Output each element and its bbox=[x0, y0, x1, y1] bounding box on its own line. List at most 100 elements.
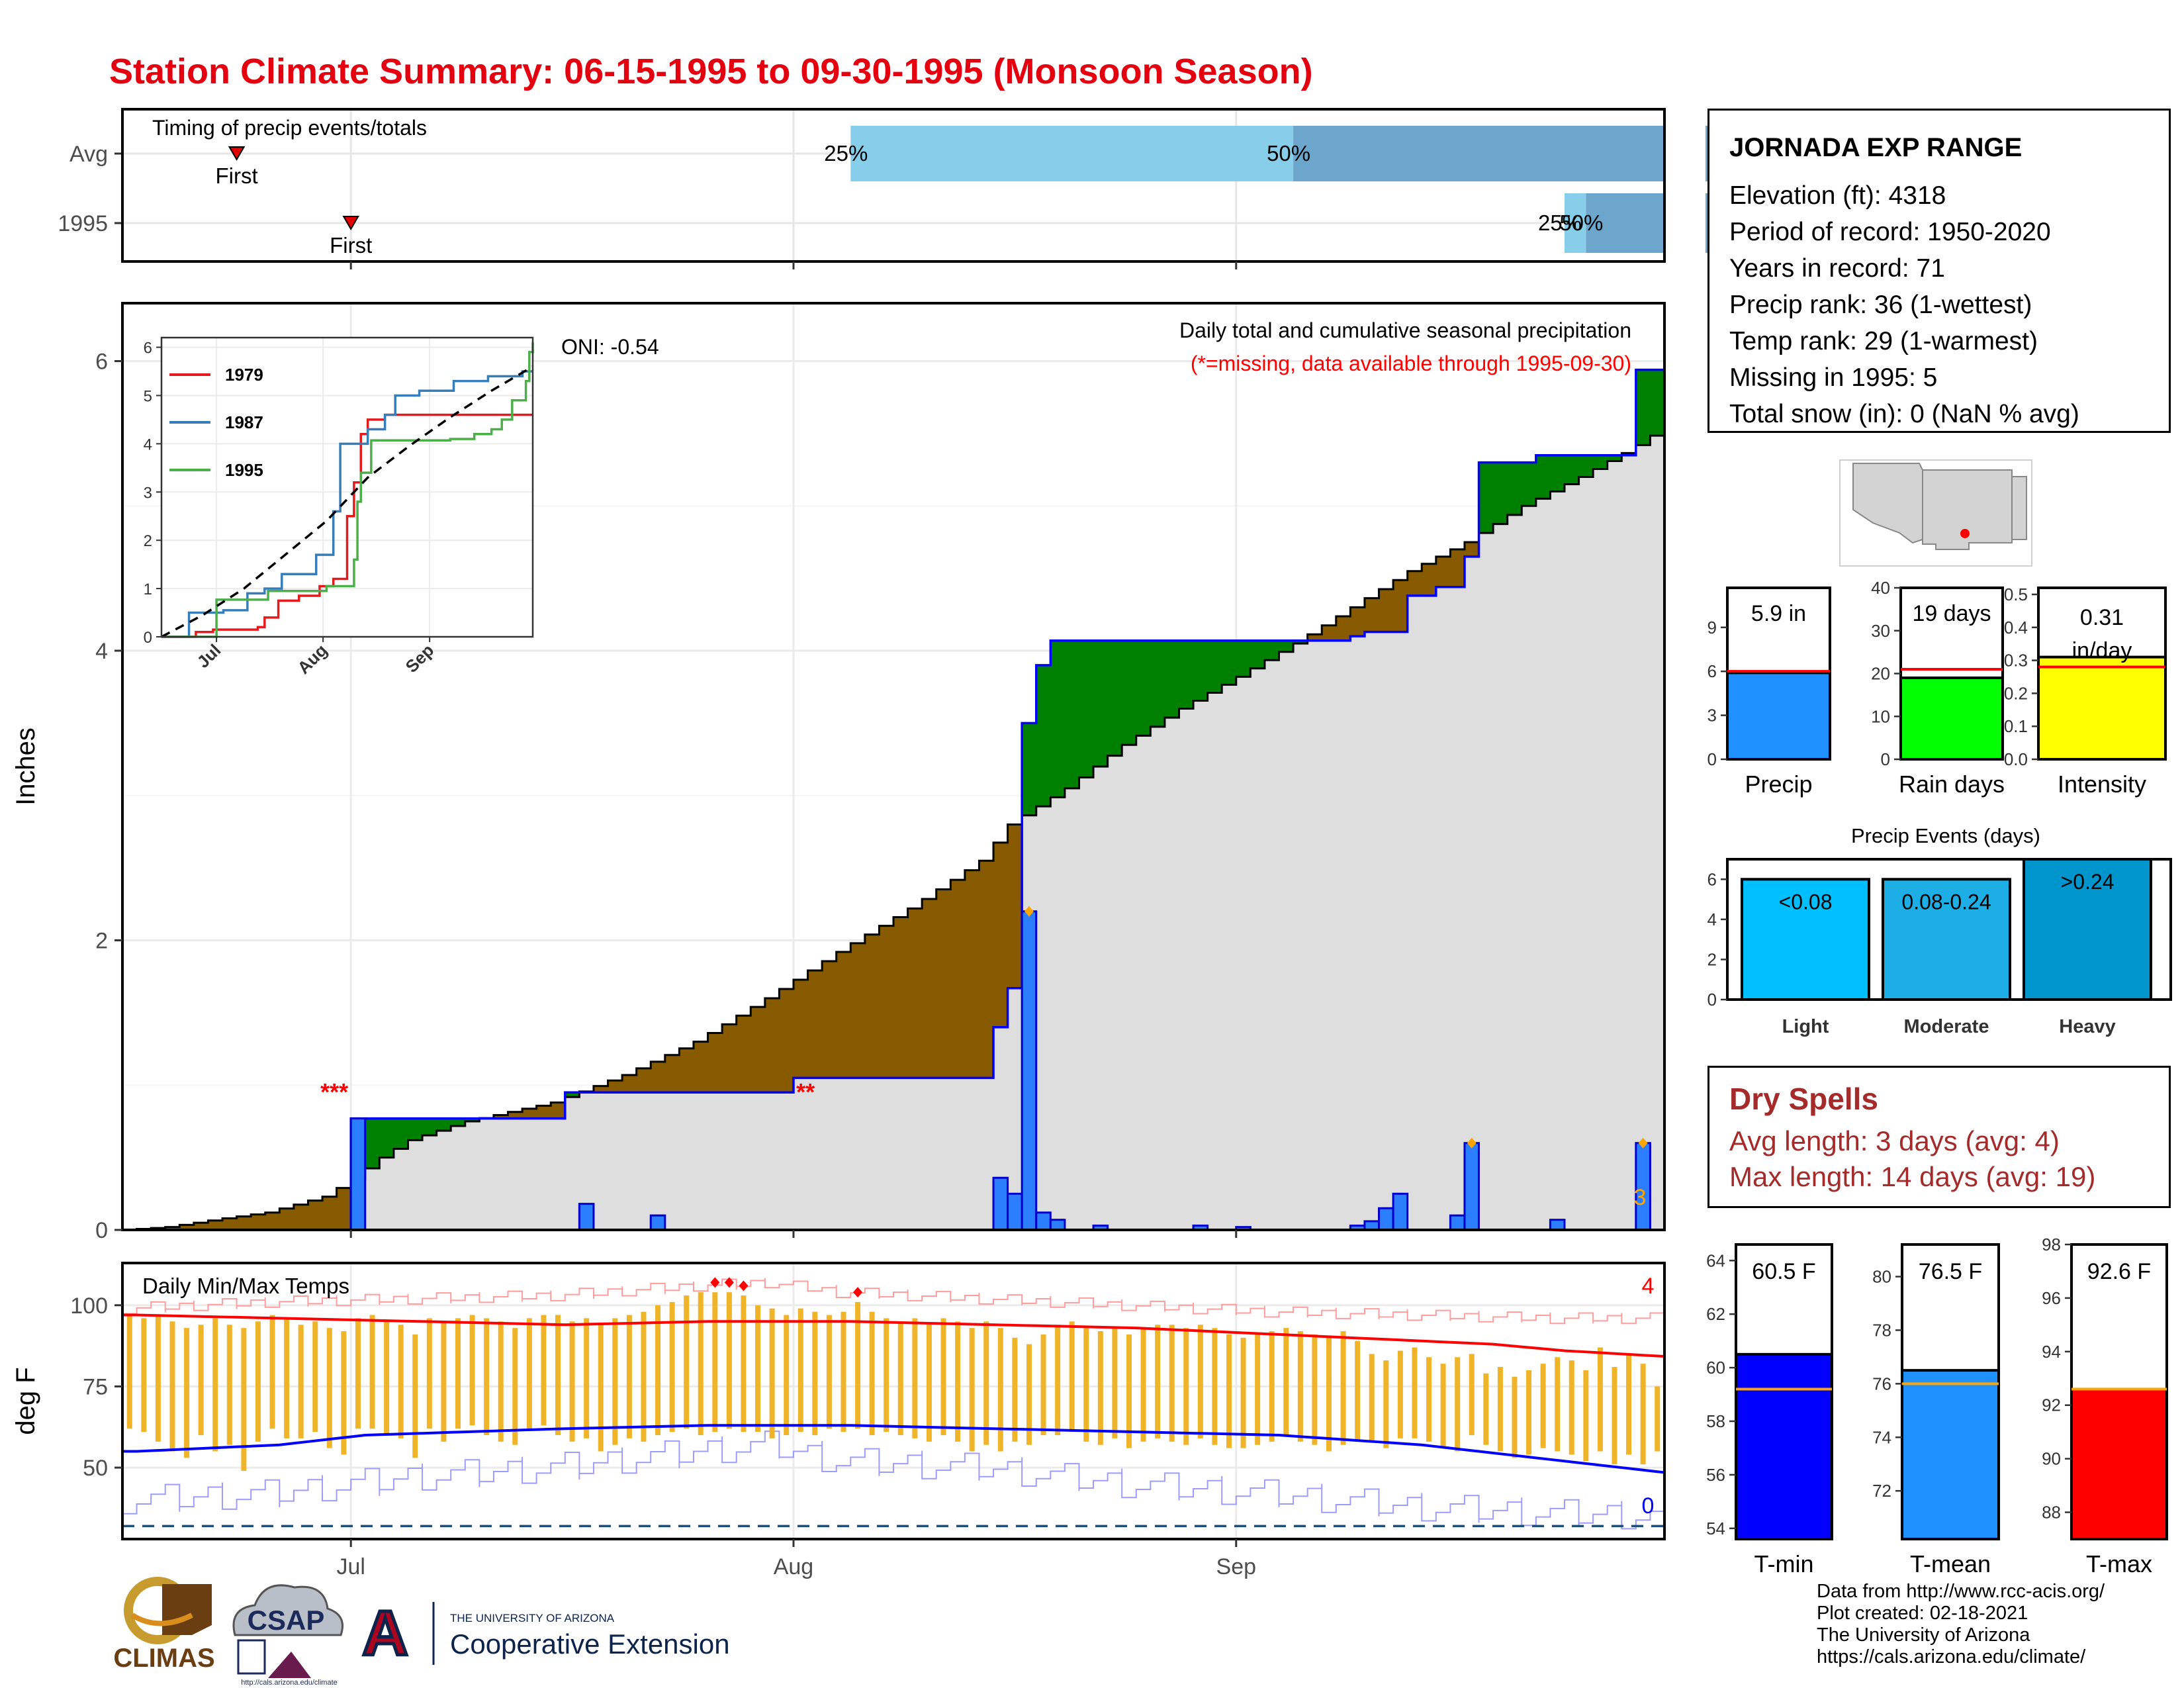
summary-y-tick-label: 98 bbox=[2042, 1235, 2061, 1254]
summary-panel-t-max: 88 90 92 94 96 98 92.6 F T-max bbox=[2042, 1235, 2168, 1577]
credits-block: Data from http://www.rcc-acis.org/ Plot … bbox=[1817, 1581, 2105, 1668]
current-year-area bbox=[122, 369, 1664, 1230]
above-average-surplus bbox=[1164, 640, 1179, 718]
summary-y-tick-label: 60 bbox=[1706, 1358, 1725, 1378]
map-region-texas bbox=[2011, 476, 2027, 540]
summary-y-tick-label: 94 bbox=[2042, 1342, 2061, 1362]
record-temp-marker bbox=[710, 1277, 720, 1288]
below-average-deficit bbox=[1464, 541, 1480, 557]
first-event-label: First bbox=[330, 233, 372, 258]
dry-spells-box: Dry Spells Avg length: 3 days (avg: 4) M… bbox=[1707, 1066, 2171, 1208]
below-average-deficit bbox=[336, 1188, 351, 1230]
below-average-deficit bbox=[807, 970, 823, 1078]
below-average-deficit bbox=[193, 1223, 208, 1230]
missing-data-marker: *** bbox=[320, 1078, 348, 1105]
below-average-deficit bbox=[522, 1108, 537, 1119]
below-average-deficit bbox=[208, 1220, 223, 1230]
daily-precip-bar bbox=[1049, 1219, 1066, 1231]
record-temp-marker bbox=[853, 1287, 863, 1298]
below-average-deficit bbox=[751, 1007, 766, 1093]
above-average-surplus bbox=[422, 1118, 437, 1136]
events-y-tick-label: 0 bbox=[1707, 990, 1717, 1009]
above-average-surplus bbox=[1050, 640, 1066, 798]
events-category-label: Heavy bbox=[2059, 1016, 2115, 1037]
daily-precip-bar bbox=[1007, 1192, 1023, 1231]
station-precip-rank: Precip rank: 36 (1-wettest) bbox=[1729, 291, 2032, 319]
summary-panel-precip: 0 3 6 9 5.9 in Precip bbox=[1707, 586, 1831, 798]
precip-y-axis-label: Inches bbox=[11, 727, 40, 806]
temp-y-tick-label: 100 bbox=[70, 1293, 108, 1319]
station-years: Years in record: 71 bbox=[1729, 254, 1945, 283]
below-average-deficit bbox=[265, 1212, 280, 1230]
daily-precip-bar bbox=[1392, 1192, 1409, 1231]
station-snow: Total snow (in): 0 (NaN % avg) bbox=[1729, 400, 2079, 428]
extreme-count-label: 3 bbox=[1634, 1185, 1647, 1210]
extreme-precip-marker bbox=[1467, 1137, 1477, 1149]
timing-row-label: 1995 bbox=[58, 211, 108, 236]
below-average-deficit bbox=[822, 961, 837, 1078]
ua-logo-small-text: THE UNIVERSITY OF ARIZONA bbox=[450, 1612, 615, 1624]
events-bar-label: 0.08-0.24 bbox=[1901, 890, 1991, 914]
below-average-deficit bbox=[707, 1033, 723, 1093]
inset-legend-label: 1979 bbox=[225, 365, 263, 385]
below-average-deficit bbox=[508, 1111, 523, 1119]
inset-y-tick-label: 6 bbox=[144, 340, 152, 357]
above-average-surplus bbox=[365, 1118, 380, 1169]
inset-average-line bbox=[161, 365, 533, 638]
above-average-surplus bbox=[379, 1118, 394, 1158]
above-average-surplus bbox=[1279, 640, 1294, 652]
cold-days-count: 0 bbox=[1642, 1493, 1655, 1519]
temp-y-tick-label: 75 bbox=[83, 1374, 108, 1399]
precip-events-panel: Precip Events (days) <0.08 Light 0.08-0.24 M… bbox=[1707, 824, 2172, 1037]
below-average-deficit bbox=[1307, 634, 1322, 641]
climas-logo-text: CLIMAS bbox=[113, 1644, 214, 1673]
below-average-deficit bbox=[1435, 556, 1451, 587]
summary-y-tick-label: 96 bbox=[2042, 1288, 2061, 1308]
events-bar bbox=[1741, 878, 1870, 1002]
summary-y-tick-label: 0.1 bbox=[2004, 716, 2028, 736]
dry-spells-max: Max length: 14 days (avg: 19) bbox=[1729, 1161, 2096, 1192]
summary-y-tick-label: 56 bbox=[1706, 1465, 1725, 1485]
daily-precip-bar bbox=[349, 1117, 367, 1231]
csap-logo-mountain bbox=[268, 1652, 311, 1678]
temp-x-tick-label: Sep bbox=[1216, 1554, 1257, 1579]
q50-label: 50% bbox=[1267, 141, 1310, 165]
summary-panel-intensity: 0.0 0.1 0.2 0.3 0.4 0.5 0.31 in/day Intensity bbox=[2004, 585, 2167, 798]
above-average-surplus bbox=[451, 1118, 466, 1126]
oni-label: ONI: -0.54 bbox=[561, 335, 659, 359]
csap-logo-gauge bbox=[237, 1639, 266, 1675]
summary-category-label: T-max bbox=[2086, 1550, 2152, 1577]
summary-y-tick-label: 0.4 bbox=[2004, 618, 2028, 637]
current-year-cumulative-line bbox=[122, 368, 1664, 1231]
below-average-deficit bbox=[922, 898, 937, 1078]
above-average-surplus bbox=[1578, 455, 1594, 477]
below-average-deficit bbox=[850, 943, 866, 1078]
record-temp-marker bbox=[739, 1280, 749, 1291]
ua-logo-big-text: Cooperative Extension bbox=[450, 1628, 730, 1660]
inset-series-1995 bbox=[161, 342, 534, 638]
events-title: Precip Events (days) bbox=[1851, 824, 2040, 847]
precip-y-tick-label: 4 bbox=[95, 639, 108, 664]
below-average-deficit bbox=[1393, 580, 1408, 632]
below-average-deficit bbox=[879, 925, 894, 1078]
timing-clip-mask bbox=[1666, 106, 1706, 271]
below-average-deficit bbox=[279, 1208, 295, 1230]
above-average-surplus bbox=[1250, 640, 1265, 669]
summary-y-tick-label: 72 bbox=[1872, 1481, 1891, 1501]
inset-y-tick-label: 0 bbox=[144, 629, 152, 647]
temp-x-tick-label: Jul bbox=[336, 1554, 365, 1579]
below-average-deficit bbox=[651, 1061, 666, 1093]
above-average-surplus bbox=[1136, 640, 1151, 736]
above-average-surplus bbox=[1107, 640, 1122, 756]
below-average-deficit bbox=[236, 1216, 251, 1230]
summary-y-tick-label: 0 bbox=[1881, 749, 1890, 769]
daily-precip-bar bbox=[1378, 1207, 1394, 1231]
below-average-deficit bbox=[179, 1225, 195, 1230]
iqr-lower-box bbox=[1564, 193, 1586, 253]
first-event-marker bbox=[342, 216, 359, 230]
first-event-label: First bbox=[216, 164, 258, 188]
events-y-tick-label: 6 bbox=[1707, 869, 1717, 889]
summary-value-label: 92.6 F bbox=[2087, 1259, 2151, 1284]
below-average-deficit bbox=[493, 1115, 508, 1119]
credit-created: Plot created: 02-18-2021 bbox=[1817, 1603, 2028, 1624]
